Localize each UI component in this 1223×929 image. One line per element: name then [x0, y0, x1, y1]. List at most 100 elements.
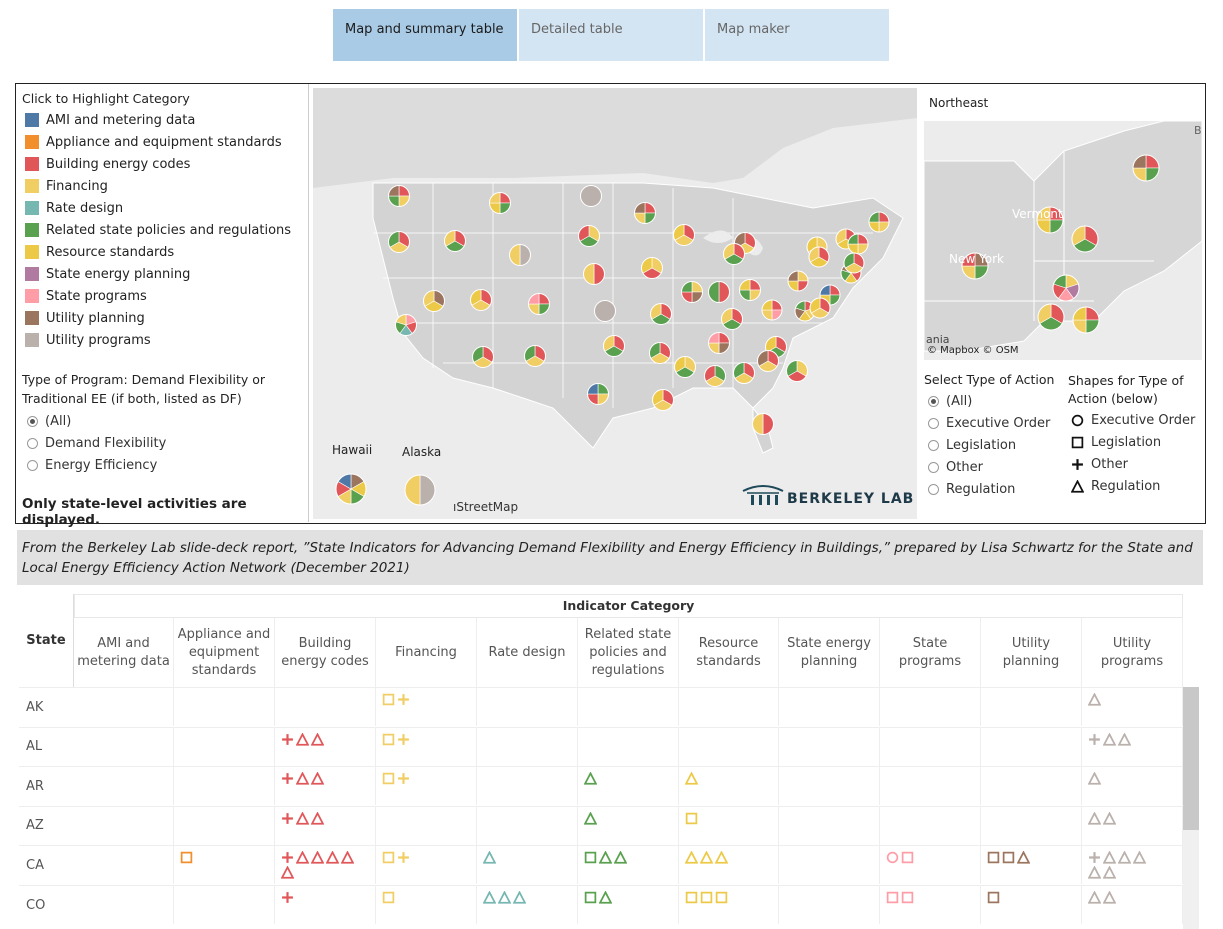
radio-label: Regulation [946, 482, 1016, 497]
state-pie-14[interactable] [583, 263, 605, 285]
state-pie-46[interactable] [587, 383, 609, 405]
state-pie-36[interactable] [649, 342, 671, 364]
legend-label: Related state policies and regulations [46, 222, 292, 238]
state-pie-35[interactable] [603, 335, 625, 357]
state-pie-45[interactable] [786, 360, 808, 382]
legend-item-4[interactable]: Rate design [25, 199, 123, 217]
legend-item-7[interactable]: State energy planning [25, 265, 190, 283]
action-option-2[interactable]: Legislation [928, 438, 1016, 453]
action-option-3[interactable]: Other [928, 460, 983, 475]
tab-map-and-summary-table[interactable]: Map and summary table [333, 9, 517, 61]
state-pie-32[interactable] [761, 299, 783, 321]
state-pie-24[interactable] [650, 303, 672, 325]
ne-state-pie-3[interactable] [961, 252, 989, 280]
column-header-6[interactable]: Resource standards [679, 618, 779, 687]
state-pie-27[interactable] [739, 279, 761, 301]
program-option-all[interactable]: (All) [27, 414, 71, 429]
state-pie-8[interactable] [673, 224, 695, 246]
column-header-1[interactable]: Appliance and equipment standards [174, 618, 275, 687]
state-pie-31[interactable] [809, 297, 831, 319]
column-header-10[interactable]: Utility programs [1082, 618, 1183, 687]
state-pie-19[interactable] [843, 252, 865, 274]
hawaii-pie[interactable] [335, 473, 367, 505]
table-cell [779, 805, 880, 845]
column-header-5[interactable]: Related state policies and regulations [578, 618, 679, 687]
column-header-2[interactable]: Building energy codes [275, 618, 376, 687]
state-pie-7[interactable] [578, 225, 600, 247]
radio-label: (All) [45, 414, 72, 429]
state-pie-26[interactable] [708, 281, 730, 303]
ne-state-pie-5[interactable] [1037, 303, 1065, 331]
table-cell [578, 726, 679, 766]
state-pie-37[interactable] [708, 332, 730, 354]
northeast-map[interactable]: Vermont New York ania B © Mapbox © OSM [924, 121, 1202, 360]
state-pie-12[interactable] [847, 233, 869, 255]
alaska-pie[interactable] [404, 474, 436, 506]
state-pie-47[interactable] [652, 389, 674, 411]
state-pie-15[interactable] [641, 257, 663, 279]
state-pie-17[interactable] [808, 246, 830, 268]
state-pie-33[interactable] [721, 308, 743, 330]
legend-item-0[interactable]: AMI and metering data [25, 111, 195, 129]
state-pie-41[interactable] [524, 345, 546, 367]
shape-legend-label: Regulation [1091, 479, 1161, 494]
program-option-demand-flexibility[interactable]: Demand Flexibility [27, 436, 166, 451]
state-pie-0[interactable] [388, 185, 410, 207]
tab-detailed-table[interactable]: Detailed table [519, 9, 703, 61]
table-cell [679, 845, 779, 885]
legend-item-1[interactable]: Appliance and equipment standards [25, 133, 282, 151]
table-cell [679, 885, 779, 924]
tab-map-maker[interactable]: Map maker [705, 9, 889, 61]
legend-item-3[interactable]: Financing [25, 177, 108, 195]
state-pie-44[interactable] [733, 362, 755, 384]
state-pie-13[interactable] [868, 211, 890, 233]
us-map[interactable]: Hawaii Alaska ıStreetMap BERKELEY LAB [313, 88, 917, 519]
legend-item-10[interactable]: Utility programs [25, 331, 151, 349]
state-pie-1[interactable] [489, 192, 511, 214]
column-header-3[interactable]: Financing [376, 618, 477, 687]
action-option-1[interactable]: Executive Order [928, 416, 1050, 431]
column-header-0[interactable]: AMI and metering data [74, 618, 174, 687]
state-pie-29[interactable] [819, 284, 841, 306]
state-pie-3[interactable] [634, 202, 656, 224]
action-option-0[interactable]: (All) [928, 394, 972, 409]
legend-item-2[interactable]: Building energy codes [25, 155, 190, 173]
table-cell [779, 766, 880, 806]
legend-item-9[interactable]: Utility planning [25, 309, 145, 327]
ne-state-pie-0[interactable] [1132, 154, 1160, 182]
state-pie-48[interactable] [752, 413, 774, 435]
state-pie-2[interactable] [580, 185, 602, 207]
state-pie-28[interactable] [787, 270, 809, 292]
ne-state-pie-4[interactable] [1052, 274, 1080, 302]
state-pie-20[interactable] [423, 290, 445, 312]
state-pie-39[interactable] [757, 350, 779, 372]
ne-state-pie-2[interactable] [1071, 225, 1099, 253]
legend-item-5[interactable]: Related state policies and regulations [25, 221, 291, 239]
state-pie-43[interactable] [704, 365, 726, 387]
square-icon [1071, 436, 1084, 449]
table-scrollbar-thumb[interactable] [1183, 687, 1199, 830]
column-header-4[interactable]: Rate design [477, 618, 578, 687]
state-pie-23[interactable] [594, 300, 616, 322]
column-header-9[interactable]: Utility planning [981, 618, 1082, 687]
column-header-8[interactable]: State programs [880, 618, 981, 687]
legend-item-6[interactable]: Resource standards [25, 243, 174, 261]
table-scrollbar-track[interactable] [1183, 687, 1199, 929]
state-pie-5[interactable] [444, 230, 466, 252]
state-pie-16[interactable] [723, 243, 745, 265]
state-pie-42[interactable] [674, 356, 696, 378]
column-header-7[interactable]: State energy planning [779, 618, 880, 687]
state-pie-4[interactable] [388, 231, 410, 253]
ne-state-pie-6[interactable] [1072, 306, 1100, 334]
legend-item-8[interactable]: State programs [25, 287, 147, 305]
ne-state-pie-1[interactable] [1036, 206, 1064, 234]
program-option-energy-efficiency[interactable]: Energy Efficiency [27, 458, 157, 473]
state-pie-40[interactable] [472, 346, 494, 368]
state-pie-21[interactable] [470, 289, 492, 311]
triangle-icon [715, 851, 728, 864]
state-pie-34[interactable] [395, 314, 417, 336]
state-pie-6[interactable] [509, 244, 531, 266]
state-pie-25[interactable] [681, 281, 703, 303]
action-option-4[interactable]: Regulation [928, 482, 1015, 497]
state-pie-22[interactable] [528, 293, 550, 315]
